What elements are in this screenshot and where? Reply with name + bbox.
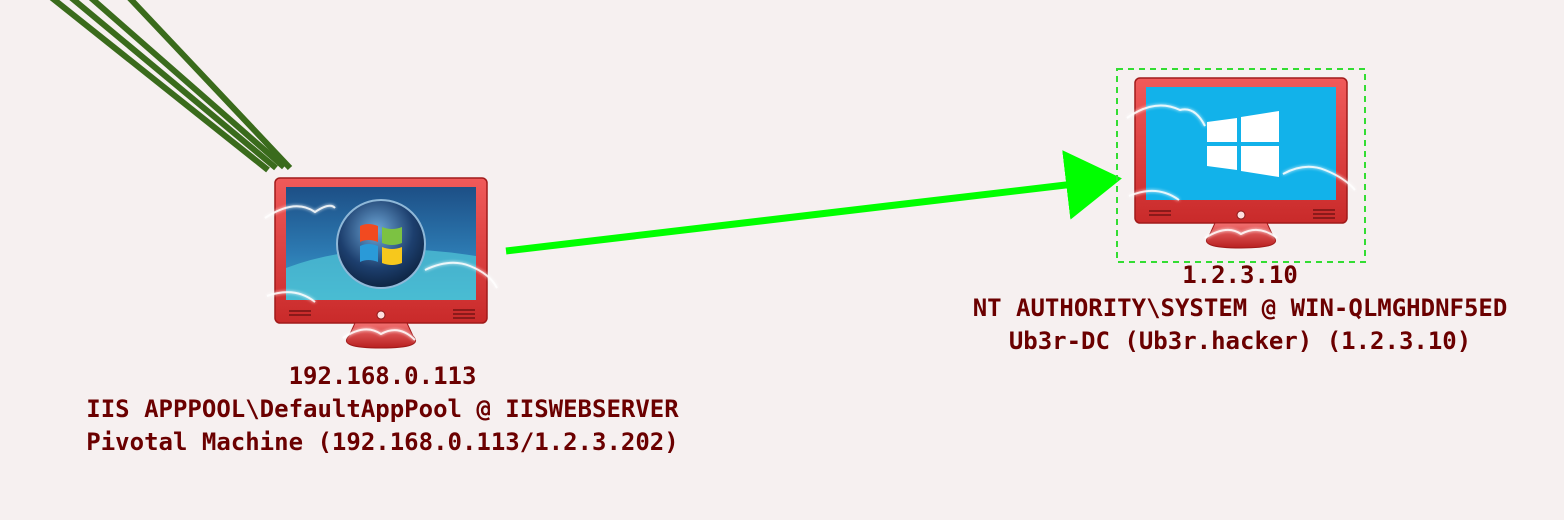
- monitor-stand: [1206, 222, 1276, 249]
- monitor-stand: [346, 322, 416, 349]
- lightning-effect: [264, 204, 498, 341]
- node-user-host: NT AUTHORITY\SYSTEM @ WIN-QLMGHDNF5ED: [972, 294, 1508, 322]
- power-button: [1236, 210, 1246, 220]
- speaker-grille: [289, 309, 475, 319]
- node-domain-controller[interactable]: [1126, 77, 1356, 249]
- node-label-domain-controller: 1.2.3.10 NT AUTHORITY\SYSTEM @ WIN-QLMGH…: [900, 259, 1564, 358]
- lightning-effect: [1126, 104, 1356, 239]
- monitor-screen: [1146, 87, 1336, 200]
- node-pivot-machine[interactable]: [264, 177, 498, 349]
- node-label-pivot-machine: 192.168.0.113 IIS APPPOOL\DefaultAppPool…: [20, 360, 745, 459]
- windows-7-icon: [336, 199, 426, 289]
- node-description: Ub3r-DC (Ub3r.hacker) (1.2.3.10): [1008, 327, 1472, 355]
- selection-box: [1116, 68, 1366, 263]
- session-lines[interactable]: [42, 0, 293, 173]
- node-description: Pivotal Machine (192.168.0.113/1.2.3.202…: [86, 428, 679, 456]
- pivot-route-arrow[interactable]: [505, 150, 1122, 255]
- windows-10-icon: [1207, 111, 1279, 177]
- speaker-grille: [1149, 209, 1335, 219]
- node-ip: 192.168.0.113: [288, 362, 477, 390]
- node-user-host: IIS APPPOOL\DefaultAppPool @ IISWEBSERVE…: [86, 395, 679, 423]
- node-ip: 1.2.3.10: [1182, 261, 1298, 289]
- power-button: [376, 310, 386, 320]
